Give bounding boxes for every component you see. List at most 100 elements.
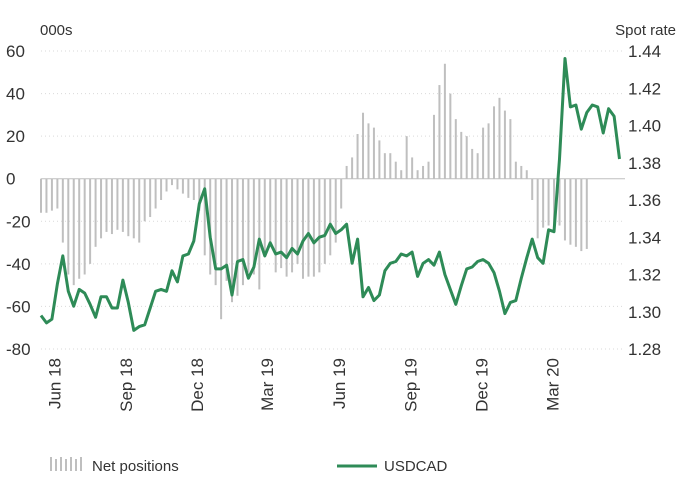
net-positions-bar: [482, 127, 485, 179]
right-tick-label: 1.28: [628, 340, 661, 359]
net-positions-bar: [356, 134, 359, 179]
net-positions-bar: [569, 178, 572, 245]
right-tick-label: 1.32: [628, 266, 661, 285]
left-tick-label: -40: [6, 255, 31, 274]
net-positions-bar: [214, 178, 217, 286]
net-positions-bar: [558, 178, 561, 226]
right-tick-label: 1.40: [628, 117, 661, 136]
net-positions-bar: [274, 178, 277, 273]
net-positions-bar: [165, 178, 168, 192]
x-tick-label: Dec 19: [473, 358, 492, 412]
legend-swatch-bar: [50, 457, 52, 471]
legend-swatch-bar: [65, 459, 67, 471]
net-positions-bar: [121, 178, 124, 232]
net-positions-bar: [100, 178, 103, 239]
net-positions-bar: [263, 178, 266, 254]
net-positions-bar: [67, 178, 70, 275]
net-positions-bar: [580, 178, 583, 252]
net-positions-bar: [83, 178, 86, 275]
net-positions-bar: [525, 170, 528, 179]
net-positions-bar: [345, 165, 348, 179]
net-positions-bar: [563, 178, 566, 241]
net-positions-bar: [351, 157, 354, 179]
right-tick-label: 1.44: [628, 42, 661, 61]
net-positions-bar: [143, 178, 146, 222]
left-tick-label: -20: [6, 212, 31, 231]
net-positions-bar: [154, 178, 157, 209]
net-positions-bar: [116, 178, 119, 230]
net-positions-bar: [307, 178, 310, 277]
net-positions-bar: [498, 97, 501, 179]
net-positions-bar: [318, 178, 321, 273]
net-positions-bar: [45, 178, 48, 213]
net-positions-bar: [61, 178, 64, 243]
left-tick-label: 0: [6, 170, 15, 189]
net-positions-bar: [422, 165, 425, 179]
net-positions-bar: [471, 148, 474, 179]
net-positions-bar: [236, 178, 239, 296]
net-positions-bar: [329, 178, 332, 256]
x-tick-label: Jun 18: [45, 358, 64, 409]
net-positions-bar: [241, 178, 244, 286]
legend-usdcad-label: USDCAD: [384, 458, 448, 475]
x-tick-label: Mar 19: [258, 358, 277, 411]
net-positions-bar: [536, 178, 539, 239]
net-positions-bar: [247, 178, 250, 273]
net-positions-bar: [340, 178, 343, 209]
net-positions-bar: [231, 178, 234, 303]
net-positions-bar: [547, 178, 550, 226]
legend-swatch-bar: [60, 457, 62, 471]
left-tick-label: 40: [6, 85, 25, 104]
net-positions-bar: [432, 114, 435, 179]
net-positions-bar: [531, 178, 534, 200]
net-positions-bar: [132, 178, 135, 239]
left-tick-label: 20: [6, 127, 25, 146]
net-positions-bar: [503, 110, 506, 179]
left-tick-label: -60: [6, 297, 31, 316]
x-tick-label: Sep 19: [402, 358, 421, 412]
net-positions-bar: [394, 161, 397, 179]
net-positions-bar: [56, 178, 59, 209]
gridlines: [41, 50, 625, 350]
net-positions-bar: [78, 178, 81, 279]
net-positions-bar: [454, 119, 457, 179]
right-tick-label: 1.30: [628, 303, 661, 322]
net-positions-bar: [296, 178, 299, 264]
net-positions-bar: [574, 178, 577, 247]
net-positions-bar: [192, 178, 195, 200]
legend: Net positions USDCAD: [50, 457, 448, 475]
x-axis-ticks: Jun 18 Sep 18 Dec 18 Mar 19 Jun 19 Sep 19 Dec …: [45, 358, 562, 412]
net-positions-bar: [542, 178, 545, 228]
net-positions-bar: [301, 178, 304, 279]
net-positions-bar: [187, 178, 190, 198]
net-positions-bar: [181, 178, 184, 194]
net-positions-bar: [50, 178, 53, 211]
net-positions-bar: [367, 123, 370, 179]
net-positions-bar: [411, 157, 414, 179]
legend-net-positions-swatch: [50, 457, 82, 471]
right-axis-ticks: 1.44 1.42 1.40 1.38 1.36 1.34 1.32 1.30 1.28: [628, 42, 661, 359]
net-positions-bar: [220, 178, 223, 320]
net-positions-bar: [280, 178, 283, 269]
net-positions-bar: [127, 178, 130, 237]
x-tick-label: Jun 19: [330, 358, 349, 409]
net-positions-bar: [553, 178, 556, 230]
net-positions-bar: [416, 170, 419, 179]
net-positions-bar: [258, 178, 261, 290]
net-positions-bar: [443, 63, 446, 179]
left-axis-unit: 000s: [40, 22, 73, 39]
net-positions-bar: [110, 178, 113, 235]
net-positions-bar: [438, 85, 441, 179]
net-positions-bar: [362, 112, 365, 179]
right-tick-label: 1.34: [628, 228, 661, 247]
net-positions-bar: [487, 123, 490, 179]
right-axis-unit: Spot rate: [615, 22, 676, 39]
left-tick-label: 60: [6, 42, 25, 61]
net-positions-bar: [465, 136, 468, 179]
net-positions-bar: [378, 140, 381, 179]
net-positions-bar: [105, 178, 108, 232]
net-positions-bar: [89, 178, 92, 264]
net-positions-bar: [389, 153, 392, 179]
net-positions-bar: [520, 165, 523, 179]
